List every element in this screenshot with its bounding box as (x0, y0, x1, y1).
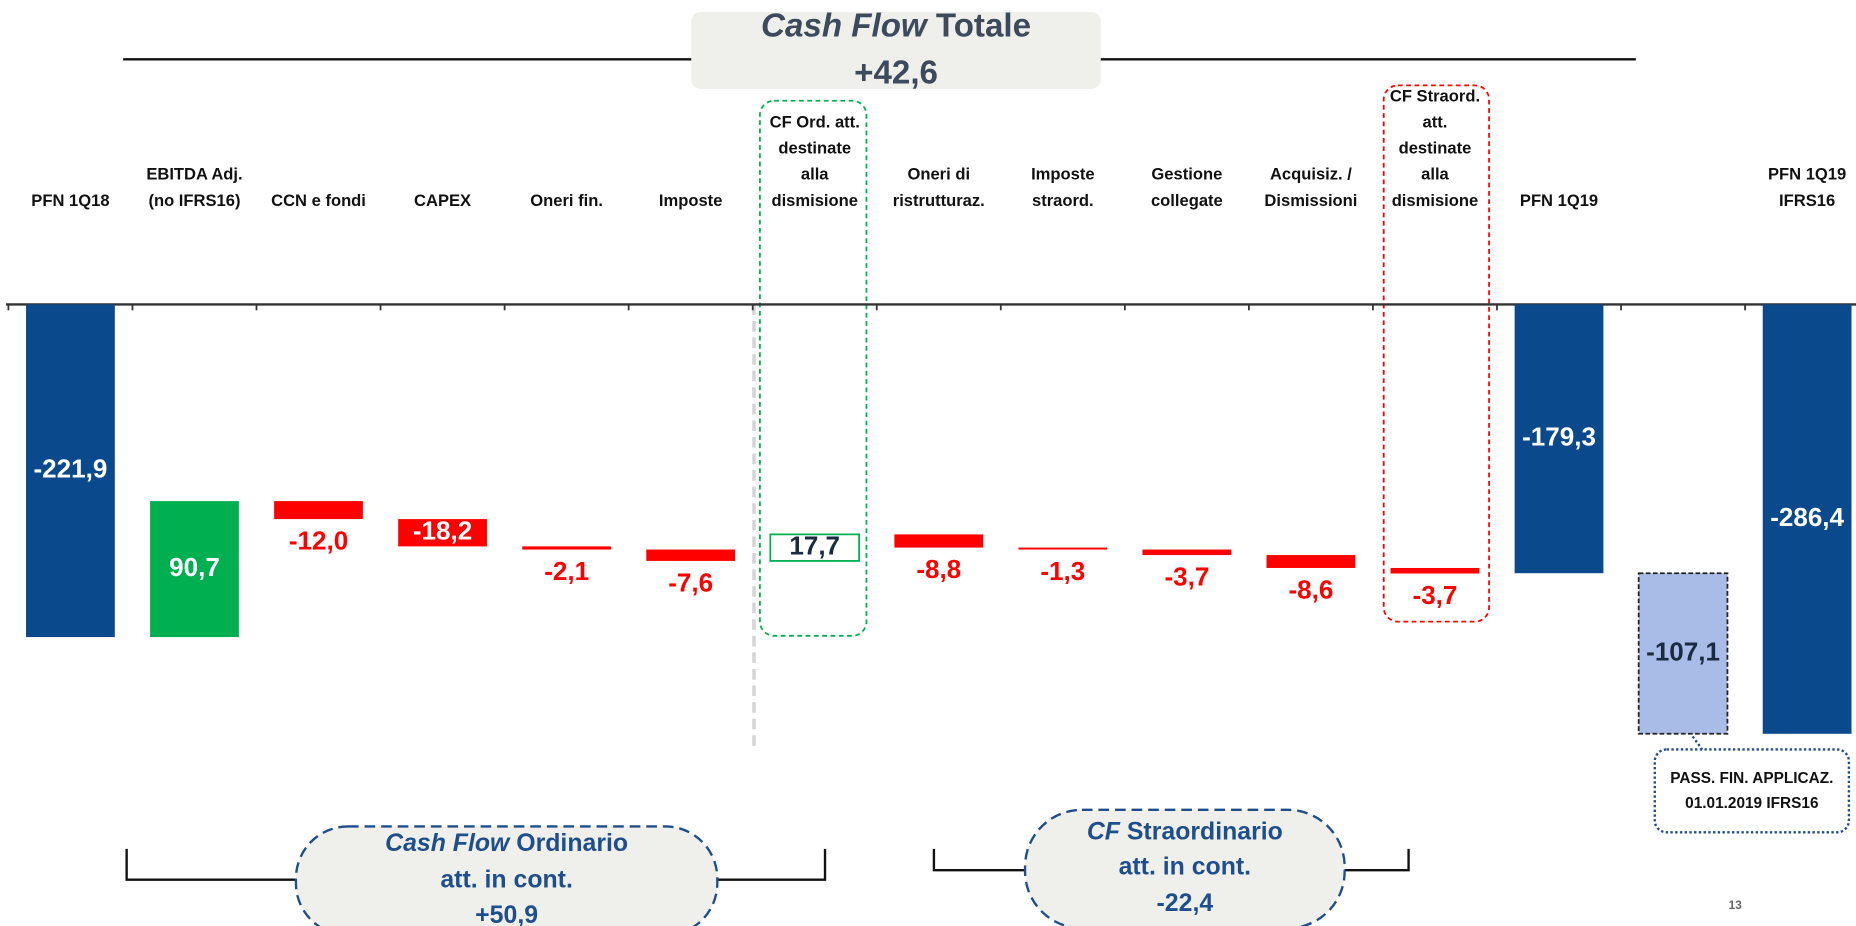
x-tick-label: EBITDA Adj. (146, 165, 242, 184)
x-tick-label: alla (1421, 165, 1449, 184)
data-label: -7,6 (668, 567, 713, 597)
title-italic: Cash Flow (761, 7, 929, 44)
bar (1514, 304, 1604, 574)
x-tick-label: PFN 1Q19 (1520, 191, 1598, 210)
x-tick-label: Dismissioni (1264, 191, 1357, 210)
summary-text: Ordinario (516, 830, 628, 857)
data-label: -8,8 (916, 554, 961, 584)
data-label: -3,7 (1164, 562, 1209, 592)
summary-sub: att. in cont. (440, 866, 573, 893)
x-tick-label: dismisione (771, 191, 858, 210)
x-tick-label: alla (801, 165, 829, 184)
page-number: 13 (1729, 898, 1743, 912)
bar (1637, 572, 1729, 735)
data-label: -179,3 (1522, 422, 1596, 452)
x-tick-label: (no IFRS16) (148, 191, 240, 210)
bar (1142, 549, 1232, 556)
x-tick-label: dismisione (1392, 191, 1479, 210)
x-tick-label: Imposte (1031, 165, 1095, 184)
callout-box (1653, 748, 1851, 834)
data-label: -221,9 (34, 454, 108, 484)
chart-title: Cash Flow Totale (761, 7, 1031, 44)
bar (1762, 304, 1852, 734)
bar (150, 501, 239, 638)
summary-value: +50,9 (475, 902, 538, 926)
x-tick-label: Oneri di (907, 165, 970, 184)
summary-title: Cash Flow Ordinario (385, 830, 628, 857)
x-tick-label: CAPEX (414, 191, 471, 210)
data-label: -2,1 (544, 556, 589, 586)
x-tick-label: att. (1423, 113, 1448, 132)
x-tick-label: CF Ord. att. (770, 113, 860, 132)
x-tick-label: PFN 1Q18 (31, 191, 109, 210)
x-tick-label: ristrutturaz. (893, 191, 985, 210)
highlight-box (1382, 84, 1490, 623)
summary-title: CF Straordinario (1087, 818, 1283, 845)
bar (26, 304, 115, 638)
bar (522, 546, 612, 550)
x-tick-label: destinate (1399, 139, 1472, 158)
x-tick-label: Acquisiz. / (1270, 165, 1352, 184)
x-tick-label: CCN e fondi (271, 191, 366, 210)
data-label: -12,0 (289, 526, 348, 556)
data-label: 17,7 (789, 531, 840, 561)
summary-box (294, 825, 719, 926)
x-tick-label: PFN 1Q19 (1768, 165, 1846, 184)
callout-text: 01.01.2019 IFRS16 (1685, 795, 1818, 812)
bar (274, 501, 363, 520)
bar (646, 549, 736, 561)
data-label: -8,6 (1288, 575, 1333, 605)
bar (769, 533, 860, 562)
summary-text: Straordinario (1127, 818, 1283, 845)
x-tick-label: Oneri fin. (530, 191, 603, 210)
data-label: -1,3 (1040, 556, 1085, 586)
x-tick-label: destinate (778, 139, 851, 158)
data-label: -107,1 (1646, 636, 1720, 666)
x-tick-label: CF Straord. (1390, 87, 1480, 106)
bar (398, 519, 487, 547)
title-text: Totale (936, 7, 1031, 44)
title-box (691, 12, 1101, 89)
x-tick-label: IFRS16 (1779, 191, 1835, 210)
data-label: -18,2 (413, 516, 472, 546)
x-tick-label: Imposte (659, 191, 723, 210)
data-label: -3,7 (1413, 580, 1458, 610)
bar (1266, 555, 1356, 568)
data-label: 90,7 (169, 552, 220, 582)
summary-value: -22,4 (1157, 890, 1214, 917)
bar (1018, 547, 1108, 550)
x-tick-label: collegate (1151, 191, 1223, 210)
bar (1390, 567, 1480, 574)
title-value: +42,6 (854, 55, 938, 92)
x-tick-label: straord. (1032, 191, 1094, 210)
summary-italic: CF (1087, 818, 1121, 845)
data-label: -286,4 (1770, 502, 1844, 532)
callout-pointer (1691, 735, 1704, 751)
callout-text: PASS. FIN. APPLICAZ. (1670, 770, 1833, 787)
summary-box (1023, 808, 1346, 926)
x-tick-label: Gestione (1151, 165, 1222, 184)
summary-sub: att. in cont. (1119, 853, 1252, 880)
bar (894, 534, 984, 548)
summary-italic: Cash Flow (385, 830, 511, 857)
